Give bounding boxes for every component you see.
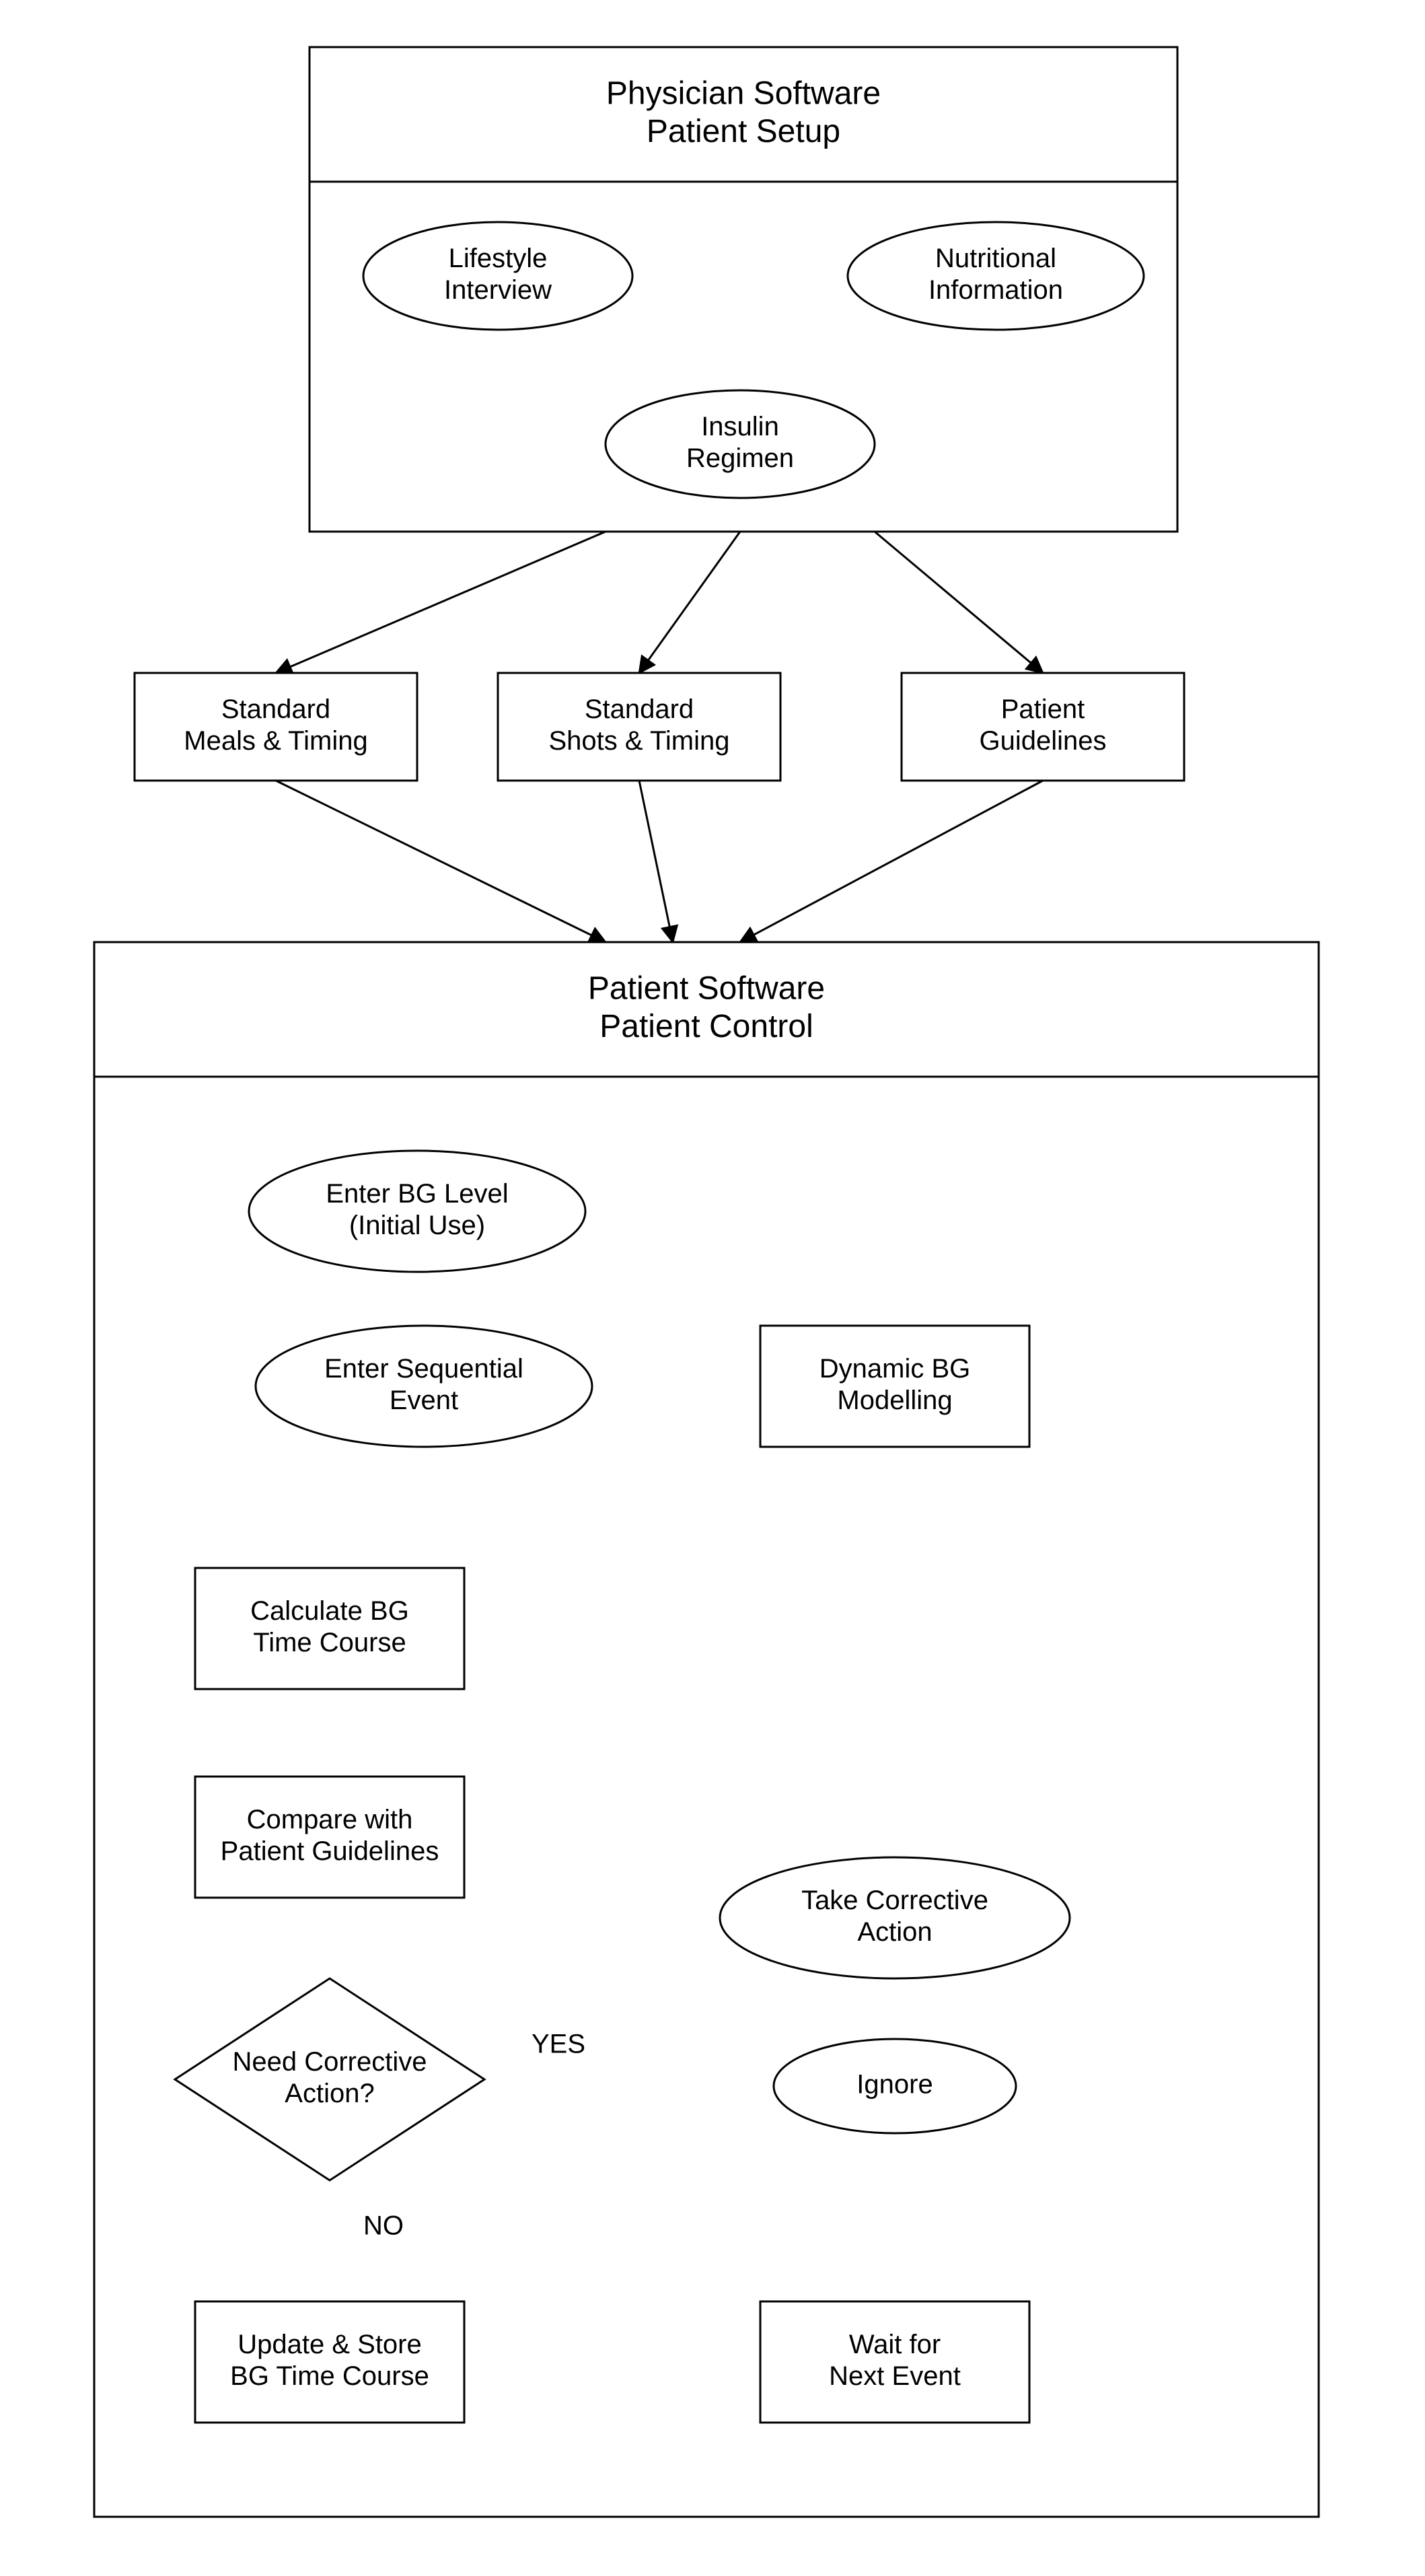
decision-label-yes: YES [532, 2030, 585, 2059]
physician-section-title-line-1: Patient Setup [647, 114, 840, 149]
node-update-line-1: BG Time Course [230, 2361, 429, 2391]
node-calc-line-1: Time Course [253, 1628, 406, 1657]
node-wait-line-1: Next Event [829, 2361, 961, 2391]
node-enter_bg-line-1: (Initial Use) [349, 1211, 485, 1240]
node-shots-line-0: Standard [585, 694, 694, 724]
edge-4 [875, 532, 1043, 673]
node-update-line-0: Update & Store [238, 2330, 422, 2359]
node-meals-line-0: Standard [221, 694, 330, 724]
node-take-line-1: Action [857, 1917, 932, 1947]
node-insulin-line-1: Regimen [686, 443, 794, 473]
node-take-line-0: Take Corrective [801, 1886, 988, 1915]
node-guides-line-0: Patient [1001, 694, 1085, 724]
node-guides-line-1: Guidelines [979, 726, 1106, 756]
decision-label-no: NO [363, 2211, 404, 2241]
node-decision-line-1: Action? [285, 2079, 374, 2108]
node-compare-line-0: Compare with [247, 1805, 413, 1834]
physician-section-title-line-0: Physician Software [606, 75, 881, 111]
node-compare-line-1: Patient Guidelines [221, 1836, 439, 1866]
patient-section-title-line-1: Patient Control [599, 1009, 813, 1044]
node-decision-line-0: Need Corrective [232, 2047, 427, 2077]
node-ignore-line-0: Ignore [856, 2070, 933, 2100]
patient-section-title-line-0: Patient Software [588, 970, 825, 1006]
edge-5 [276, 781, 606, 942]
edge-7 [740, 781, 1043, 942]
node-lifestyle-line-1: Interview [444, 275, 552, 305]
node-insulin-line-0: Insulin [701, 412, 779, 441]
node-meals-line-1: Meals & Timing [184, 726, 367, 756]
node-nutritional-line-1: Information [928, 275, 1063, 305]
flowchart-canvas: Physician SoftwarePatient Setup Lifestyle… [0, 0, 1425, 2576]
node-calc-line-0: Calculate BG [250, 1596, 409, 1626]
node-enter_seq-line-1: Event [390, 1386, 458, 1415]
node-lifestyle-line-0: Lifestyle [449, 244, 548, 273]
edge-6 [639, 781, 673, 942]
edge-3 [639, 532, 740, 673]
node-wait-line-0: Wait for [849, 2330, 941, 2359]
node-nutritional-line-0: Nutritional [935, 244, 1056, 273]
node-dynamic-line-0: Dynamic BG [819, 1354, 971, 1384]
node-enter_seq-line-0: Enter Sequential [324, 1354, 523, 1384]
node-shots-line-1: Shots & Timing [548, 726, 729, 756]
node-dynamic-line-1: Modelling [837, 1386, 952, 1415]
edge-2 [276, 532, 606, 673]
node-enter_bg-line-0: Enter BG Level [326, 1179, 508, 1209]
